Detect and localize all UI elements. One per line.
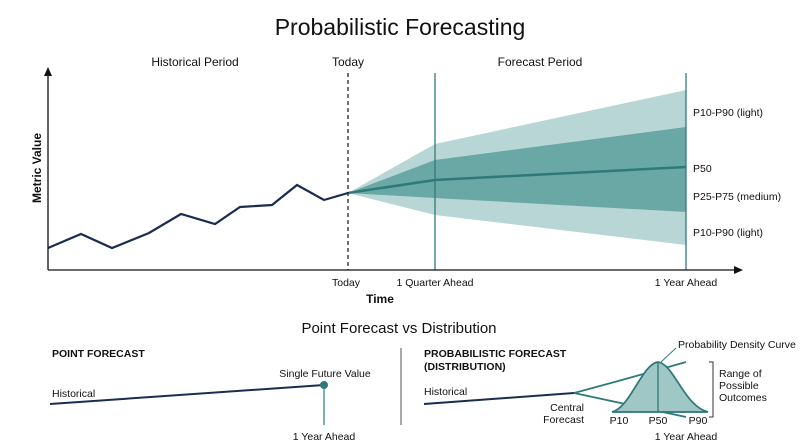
range-label-line3: Outcomes bbox=[719, 392, 767, 404]
probability-density-curve bbox=[611, 361, 709, 413]
central-forecast-label-line1: Central bbox=[550, 402, 584, 414]
percentile-p90: P90 bbox=[689, 415, 708, 427]
density-curve-label: Probability Density Curve bbox=[678, 339, 796, 351]
distribution-year-ahead-label: 1 Year Ahead bbox=[655, 431, 718, 443]
range-label-line1: Range of bbox=[719, 368, 762, 380]
x-tick-today: Today bbox=[332, 277, 361, 289]
band-label-p10-p90-bottom: P10-P90 (light) bbox=[693, 227, 763, 239]
x-axis-arrow bbox=[734, 266, 743, 274]
x-tick-quarter-ahead: 1 Quarter Ahead bbox=[396, 277, 473, 289]
x-tick-year-ahead: 1 Year Ahead bbox=[655, 277, 718, 289]
y-axis-arrow bbox=[44, 67, 52, 76]
distribution-upper-fan bbox=[573, 361, 687, 394]
inner-band-p25-p75 bbox=[348, 127, 686, 212]
distribution-historical-label: Historical bbox=[424, 386, 467, 398]
historical-period-label: Historical Period bbox=[151, 55, 238, 69]
forecast-period-label: Forecast Period bbox=[498, 55, 583, 69]
range-bracket bbox=[709, 361, 714, 418]
distribution-historical-line bbox=[423, 392, 575, 405]
single-future-value-dot bbox=[320, 381, 328, 389]
x-axis-title: Time bbox=[366, 292, 394, 306]
distribution-heading-line2: (DISTRIBUTION) bbox=[424, 361, 506, 373]
point-historical-label: Historical bbox=[52, 388, 95, 400]
range-label-line2: Possible bbox=[719, 380, 759, 392]
single-future-value-label: Single Future Value bbox=[279, 368, 371, 380]
point-forecast-heading: POINT FORECAST bbox=[52, 348, 145, 360]
percentile-p50: P50 bbox=[649, 415, 668, 427]
band-label-p10-p90-top: P10-P90 (light) bbox=[693, 107, 763, 119]
density-pointer-line bbox=[660, 347, 677, 363]
historical-series-line bbox=[47, 183, 349, 250]
percentile-p10: P10 bbox=[610, 415, 629, 427]
band-label-p50: P50 bbox=[693, 163, 712, 175]
today-section-label: Today bbox=[332, 55, 364, 69]
central-forecast-label-line2: Forecast bbox=[543, 414, 584, 426]
distribution-heading-line1: PROBABILISTIC FORECAST bbox=[424, 348, 567, 360]
y-axis-title: Metric Value bbox=[30, 133, 44, 203]
point-year-ahead-label: 1 Year Ahead bbox=[293, 431, 356, 443]
point-historical-line bbox=[49, 384, 325, 405]
comparison-title: Point Forecast vs Distribution bbox=[301, 320, 496, 337]
band-label-p25-p75: P25-P75 (medium) bbox=[693, 191, 781, 203]
page-title: Probabilistic Forecasting bbox=[275, 14, 526, 40]
